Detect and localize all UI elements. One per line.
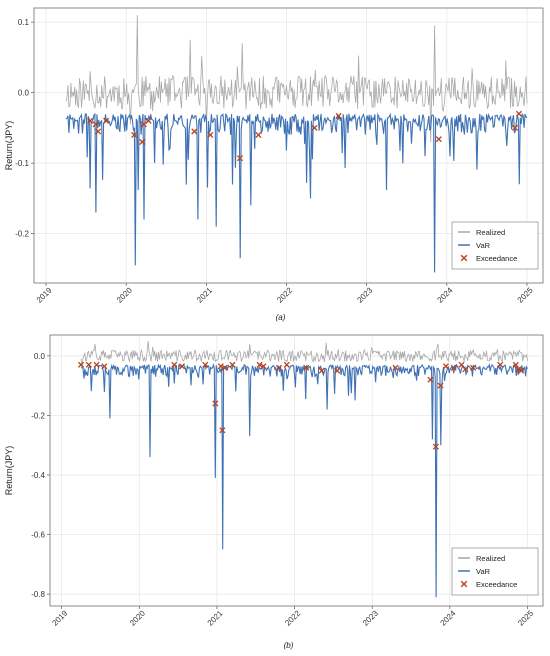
x-tick-label: 2019	[35, 285, 54, 304]
exceedance-marker	[432, 443, 439, 450]
x-tick-label: 2023	[361, 608, 380, 627]
exceedance-marker	[518, 367, 525, 374]
exceedance-marker	[497, 361, 504, 368]
exceedance-marker	[131, 131, 138, 138]
legend-label: Realized	[476, 228, 505, 237]
exceedance-marker	[145, 117, 152, 124]
y-tick-label: -0.2	[15, 230, 29, 239]
x-tick-label: 2019	[50, 608, 69, 627]
exceedance-marker	[207, 131, 214, 138]
x-tick-label: 2020	[115, 285, 134, 304]
exceedance-marker	[462, 366, 469, 373]
exceedance-marker	[101, 363, 108, 370]
plot-frame	[33, 7, 544, 284]
exceedance-marker	[229, 361, 236, 368]
exceedance-marker	[87, 117, 94, 124]
series-line-var	[65, 112, 528, 273]
y-tick-label: 0.1	[18, 18, 30, 27]
exceedance-marker	[217, 363, 224, 370]
exceedance-marker	[392, 364, 399, 371]
y-tick-label: -0.1	[15, 159, 29, 168]
exceedance-marker	[450, 364, 457, 371]
exceedance-marker	[511, 124, 519, 131]
series-line-realized	[65, 15, 528, 143]
x-tick-label: 2022	[283, 608, 302, 627]
exceedance-marker	[515, 366, 522, 373]
y-axis-title: Return(JPY)	[4, 121, 14, 171]
exceedance-marker	[221, 364, 228, 371]
legend-marker-exceedance	[460, 580, 468, 588]
panel-caption: (a)	[276, 313, 286, 322]
panel-caption: (b)	[284, 641, 294, 650]
exceedance-marker	[92, 121, 99, 128]
exceedance-marker	[171, 361, 178, 368]
x-tick-label: 2021	[195, 285, 214, 304]
exceedance-marker	[335, 112, 342, 119]
exceedance-marker	[255, 131, 262, 138]
panel-b: 0.0 -0.2 -0.4 -0.6 -0.8 2019 2020 2021 2022 2023 2…	[4, 334, 544, 650]
exceedance-marker	[515, 110, 523, 117]
x-tick-label: 2024	[439, 608, 458, 627]
y-tick-label: -0.8	[31, 590, 45, 599]
exceedance-marker	[437, 382, 444, 389]
panel-a: 0.1 0.0 -0.1 -0.2 2019 2020 2021 2022 2023 2024 20…	[4, 7, 544, 322]
exceedance-marker	[442, 363, 450, 370]
y-tick-label: -0.4	[31, 471, 45, 480]
exceedance-marker	[256, 361, 263, 368]
exceedance-marker	[212, 400, 219, 407]
exceedance-marker	[103, 117, 110, 124]
legend-marker-exceedance	[460, 254, 468, 262]
x-tick-label: 2022	[275, 285, 294, 304]
exceedance-marker	[191, 128, 198, 135]
exceedance-marker	[93, 361, 100, 368]
exceedance-marker	[275, 364, 283, 371]
exceedance-marker	[318, 367, 325, 374]
exceedance-marker	[219, 427, 226, 434]
y-tick-label: -0.2	[31, 411, 45, 420]
y-tick-label: 0.0	[18, 89, 30, 98]
y-tick-label: 0.0	[34, 352, 46, 361]
exceedance-marker	[178, 363, 186, 370]
legend: Realized VaR Exceedance	[451, 547, 539, 596]
exceedance-marker	[283, 361, 290, 368]
legend-label: Exceedance	[476, 254, 517, 263]
exceedance-marker	[311, 124, 318, 131]
exceedance-marker	[139, 138, 146, 146]
exceedance-marker	[202, 361, 209, 368]
exceedance-marker	[334, 367, 341, 374]
legend-label: Exceedance	[476, 580, 517, 589]
x-tick-label: 2020	[128, 608, 147, 627]
exceedance-marker	[260, 363, 267, 370]
exceedance-marker	[77, 361, 85, 368]
exceedance-marker	[470, 364, 477, 371]
series-line-var	[81, 362, 528, 598]
exceedance-marker	[95, 128, 102, 135]
exceedance-marker	[427, 376, 434, 383]
series-line-realized	[80, 340, 528, 368]
legend-label: VaR	[476, 241, 491, 250]
legend-label: VaR	[476, 567, 491, 576]
exceedance-marker	[236, 155, 244, 162]
exceedance-marker	[435, 136, 442, 143]
x-tick-label: 2021	[206, 608, 225, 627]
legend: Realized VaR Exceedance	[451, 221, 539, 270]
x-tick-label: 2025	[516, 608, 535, 627]
exceedance-marker	[85, 361, 92, 368]
y-tick-label: -0.6	[31, 531, 45, 540]
x-tick-label: 2023	[355, 285, 374, 304]
x-tick-label: 2025	[516, 285, 535, 304]
exceedance-marker	[140, 121, 147, 128]
x-tick-label: 2024	[436, 285, 455, 304]
exceedance-marker	[303, 364, 310, 371]
plot-frame	[49, 334, 544, 607]
y-axis-title: Return(JPY)	[4, 446, 14, 496]
exceedance-marker	[512, 361, 519, 368]
legend-label: Realized	[476, 554, 505, 563]
